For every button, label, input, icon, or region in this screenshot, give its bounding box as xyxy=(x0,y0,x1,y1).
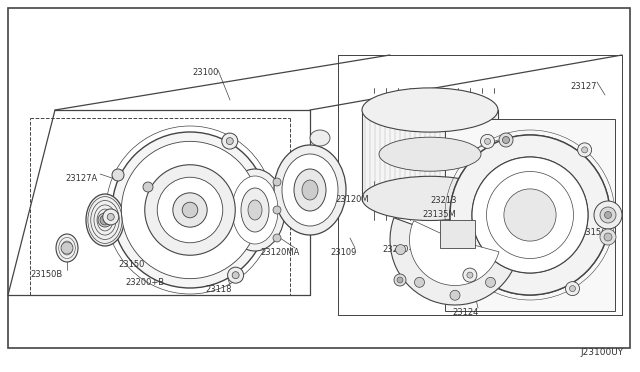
Text: 23100: 23100 xyxy=(192,68,218,77)
Circle shape xyxy=(578,143,591,157)
Circle shape xyxy=(228,267,244,283)
Text: 23200: 23200 xyxy=(444,152,470,161)
Text: 23156: 23156 xyxy=(580,228,607,237)
Circle shape xyxy=(222,133,238,149)
Ellipse shape xyxy=(310,130,330,146)
Circle shape xyxy=(122,141,259,279)
Text: J23100UY: J23100UY xyxy=(580,348,623,357)
Circle shape xyxy=(227,138,234,145)
Text: 23102: 23102 xyxy=(388,148,414,157)
Circle shape xyxy=(504,189,556,241)
Circle shape xyxy=(472,157,588,273)
Circle shape xyxy=(112,169,124,181)
Ellipse shape xyxy=(248,200,262,220)
Text: 23127: 23127 xyxy=(570,82,596,91)
Text: 23150: 23150 xyxy=(118,260,145,269)
Circle shape xyxy=(173,193,207,227)
Circle shape xyxy=(604,233,612,241)
Circle shape xyxy=(450,135,610,295)
Circle shape xyxy=(396,245,406,254)
Circle shape xyxy=(582,147,588,153)
Ellipse shape xyxy=(241,188,269,232)
Circle shape xyxy=(467,272,473,278)
Ellipse shape xyxy=(225,169,285,251)
Ellipse shape xyxy=(232,176,278,244)
Ellipse shape xyxy=(362,88,498,132)
Circle shape xyxy=(502,137,509,144)
Ellipse shape xyxy=(86,194,124,246)
Ellipse shape xyxy=(282,154,338,226)
Text: 23118: 23118 xyxy=(205,285,232,294)
Circle shape xyxy=(145,165,236,255)
Circle shape xyxy=(394,274,406,286)
Text: 23200+B: 23200+B xyxy=(125,278,164,287)
Circle shape xyxy=(600,229,616,245)
Wedge shape xyxy=(410,221,499,285)
Bar xyxy=(338,55,622,315)
Text: 23124: 23124 xyxy=(452,308,478,317)
Circle shape xyxy=(481,134,495,148)
Circle shape xyxy=(273,178,281,186)
Circle shape xyxy=(415,277,424,287)
Ellipse shape xyxy=(379,137,481,171)
Circle shape xyxy=(232,272,239,279)
Ellipse shape xyxy=(302,180,318,200)
Circle shape xyxy=(108,214,115,221)
Circle shape xyxy=(157,177,223,243)
Text: 23135M: 23135M xyxy=(422,210,456,219)
Circle shape xyxy=(182,202,198,218)
Ellipse shape xyxy=(274,145,346,235)
Circle shape xyxy=(100,215,110,225)
Circle shape xyxy=(605,212,611,218)
Circle shape xyxy=(397,277,403,283)
Ellipse shape xyxy=(56,234,78,262)
Circle shape xyxy=(486,277,495,287)
Ellipse shape xyxy=(294,169,326,211)
Text: 23200+A: 23200+A xyxy=(382,245,421,254)
Text: 23120M: 23120M xyxy=(335,195,369,204)
Circle shape xyxy=(103,209,119,225)
Text: 23120MA: 23120MA xyxy=(260,248,300,257)
Circle shape xyxy=(450,135,610,295)
Circle shape xyxy=(450,290,460,300)
Circle shape xyxy=(566,282,579,296)
Text: 23150B: 23150B xyxy=(30,270,62,279)
Circle shape xyxy=(499,133,513,147)
Text: 23109: 23109 xyxy=(330,248,356,257)
Circle shape xyxy=(472,157,588,273)
Circle shape xyxy=(600,207,616,223)
Circle shape xyxy=(463,268,477,282)
Circle shape xyxy=(61,242,73,254)
Bar xyxy=(445,119,615,311)
Circle shape xyxy=(143,182,153,192)
Circle shape xyxy=(484,138,490,144)
Ellipse shape xyxy=(362,176,498,221)
Circle shape xyxy=(594,201,622,229)
Circle shape xyxy=(570,286,575,292)
Text: 23213: 23213 xyxy=(430,196,456,205)
Wedge shape xyxy=(390,218,516,305)
Circle shape xyxy=(273,234,281,242)
Bar xyxy=(440,220,475,248)
Circle shape xyxy=(112,132,268,288)
Text: 23127A: 23127A xyxy=(65,174,97,183)
Ellipse shape xyxy=(98,213,112,227)
Polygon shape xyxy=(362,110,498,198)
Bar xyxy=(338,55,622,315)
Circle shape xyxy=(273,206,281,214)
